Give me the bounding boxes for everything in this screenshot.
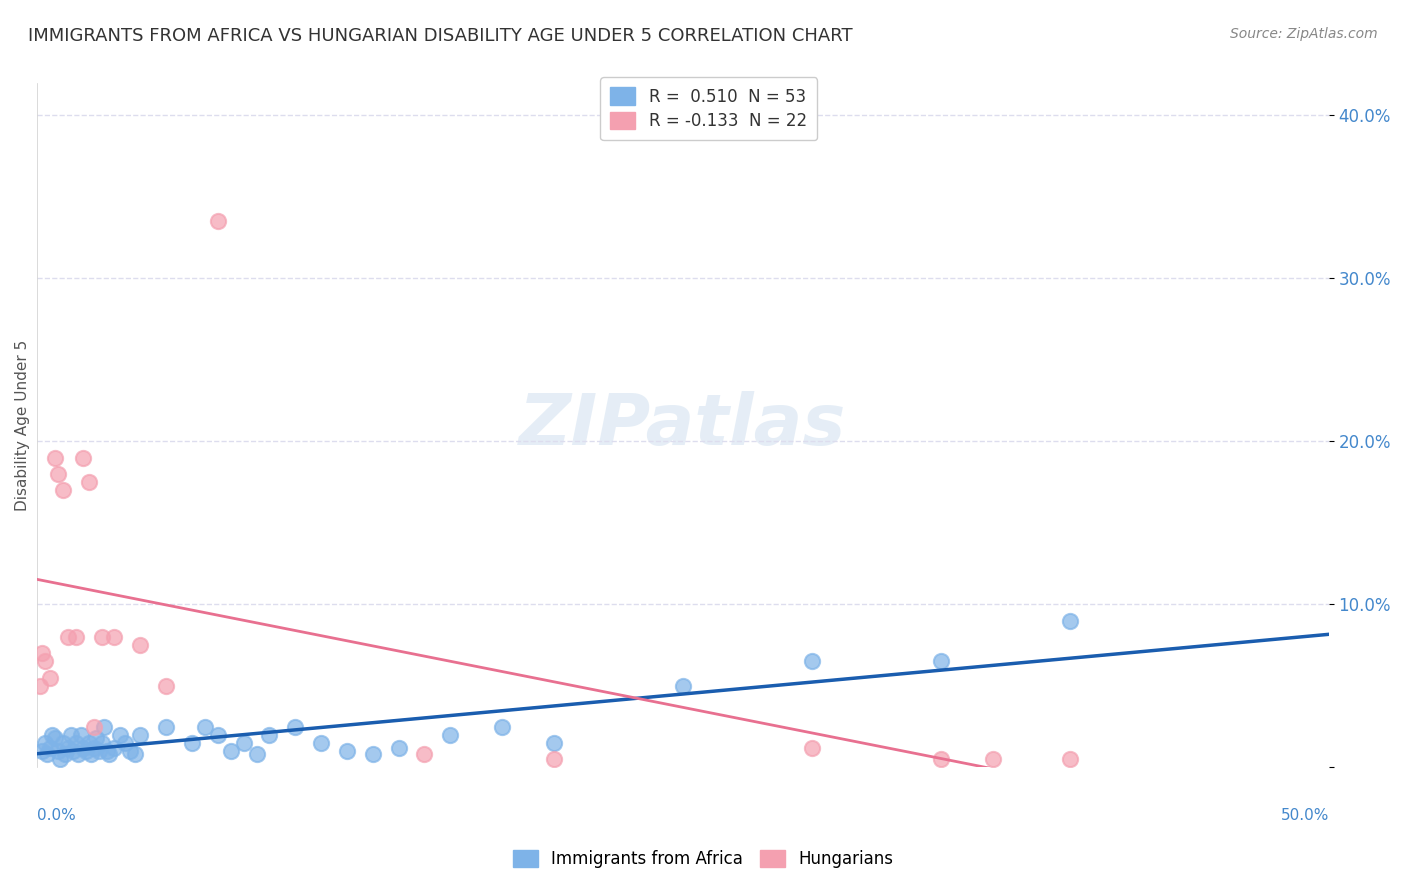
Point — [53, 747, 76, 762]
Point — [31, 646, 53, 660]
Point — [44, 450, 66, 465]
Point — [52, 483, 75, 498]
Point — [194, 719, 217, 733]
Point — [543, 752, 565, 766]
Point — [38, 671, 60, 685]
Point — [44, 731, 66, 745]
Point — [981, 752, 1004, 766]
Point — [56, 740, 79, 755]
Point — [77, 736, 100, 750]
Point — [56, 630, 79, 644]
Point — [41, 728, 63, 742]
Point — [543, 736, 565, 750]
Point — [232, 736, 254, 750]
Point — [65, 736, 87, 750]
Point — [46, 467, 69, 481]
Point — [90, 736, 112, 750]
Point — [129, 728, 152, 742]
Point — [34, 736, 56, 750]
Point — [129, 638, 152, 652]
Legend: Immigrants from Africa, Hungarians: Immigrants from Africa, Hungarians — [506, 843, 900, 875]
Point — [118, 744, 141, 758]
Point — [801, 740, 824, 755]
Point — [65, 630, 87, 644]
Point — [83, 740, 105, 755]
Point — [83, 719, 105, 733]
Point — [491, 719, 513, 733]
Point — [929, 654, 952, 668]
Point — [34, 654, 56, 668]
Text: Source: ZipAtlas.com: Source: ZipAtlas.com — [1230, 27, 1378, 41]
Point — [155, 679, 177, 693]
Point — [181, 736, 204, 750]
Point — [114, 736, 136, 750]
Point — [336, 744, 359, 758]
Point — [67, 747, 90, 762]
Point — [672, 679, 695, 693]
Point — [219, 744, 242, 758]
Point — [90, 630, 112, 644]
Point — [929, 752, 952, 766]
Point — [259, 728, 281, 742]
Legend: R =  0.510  N = 53, R = -0.133  N = 22: R = 0.510 N = 53, R = -0.133 N = 22 — [600, 78, 817, 140]
Point — [38, 740, 60, 755]
Point — [87, 744, 110, 758]
Point — [37, 747, 59, 762]
Text: 0.0%: 0.0% — [37, 808, 76, 823]
Point — [49, 752, 72, 766]
Point — [103, 630, 125, 644]
Point — [31, 744, 53, 758]
Point — [207, 214, 229, 228]
Point — [388, 740, 411, 755]
Point — [361, 747, 384, 762]
Point — [309, 736, 332, 750]
Point — [28, 679, 51, 693]
Point — [62, 744, 84, 758]
Point — [86, 731, 108, 745]
Point — [52, 736, 75, 750]
Point — [77, 475, 100, 489]
Point — [70, 728, 93, 742]
Point — [98, 747, 121, 762]
Point — [439, 728, 461, 742]
Text: 50.0%: 50.0% — [1281, 808, 1329, 823]
Point — [75, 744, 97, 758]
Point — [801, 654, 824, 668]
Point — [413, 747, 436, 762]
Point — [72, 740, 94, 755]
Point — [1059, 752, 1081, 766]
Point — [80, 747, 103, 762]
Point — [124, 747, 146, 762]
Point — [108, 728, 131, 742]
Point — [1059, 614, 1081, 628]
Y-axis label: Disability Age Under 5: Disability Age Under 5 — [15, 340, 30, 511]
Point — [93, 719, 115, 733]
Point — [155, 719, 177, 733]
Point — [207, 728, 229, 742]
Point — [59, 728, 82, 742]
Point — [103, 740, 125, 755]
Point — [72, 450, 94, 465]
Text: IMMIGRANTS FROM AFRICA VS HUNGARIAN DISABILITY AGE UNDER 5 CORRELATION CHART: IMMIGRANTS FROM AFRICA VS HUNGARIAN DISA… — [28, 27, 853, 45]
Point — [245, 747, 267, 762]
Point — [96, 744, 118, 758]
Point — [46, 744, 69, 758]
Point — [284, 719, 307, 733]
Text: ZIPatlas: ZIPatlas — [519, 391, 846, 459]
